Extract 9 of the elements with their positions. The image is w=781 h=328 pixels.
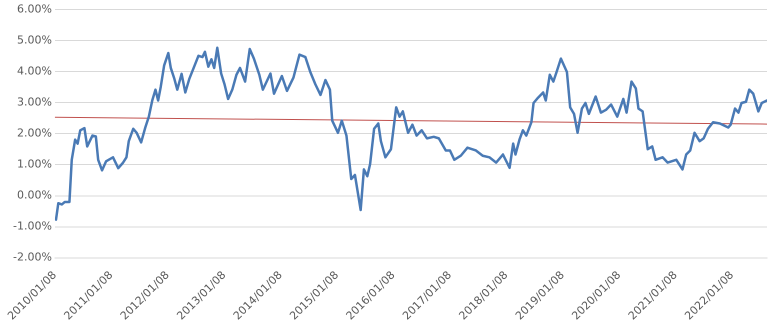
y-tick-label: 3.00%	[16, 96, 52, 109]
y-tick-label: 4.00%	[16, 64, 52, 78]
y-tick-label: 2.00%	[16, 126, 52, 140]
y-tick-label: 1.00%	[16, 158, 52, 171]
y-tick-label: 6.00%	[16, 2, 52, 16]
y-tick-label: 0.00%	[16, 188, 52, 202]
y-tick-label: 5.00%	[16, 33, 52, 46]
y-tick-label: -1.00%	[12, 220, 52, 233]
y-tick-label: -2.00%	[12, 250, 52, 264]
